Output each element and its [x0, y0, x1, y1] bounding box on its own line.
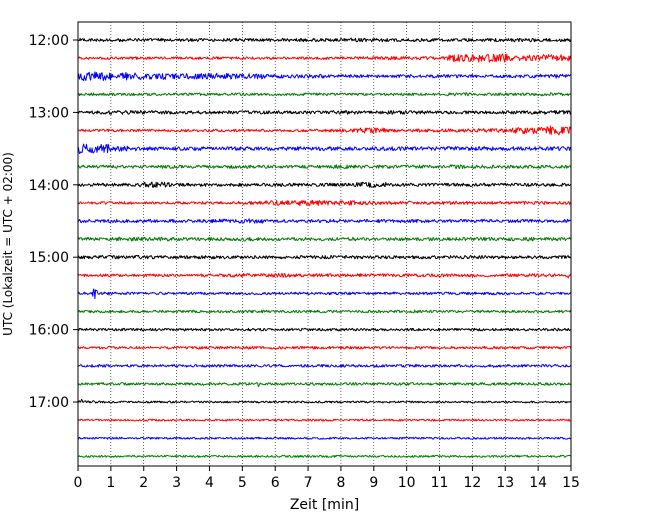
trace-row-1200 — [77, 37, 572, 43]
plot-frame — [77, 21, 572, 467]
trace-row-1430 — [77, 218, 572, 224]
y-axis: 12:00 13:00 14:00 15:00 16:00 17:00 — [29, 33, 78, 411]
trace-row-1415 — [77, 199, 572, 207]
x-tick-label: 13 — [496, 475, 514, 491]
trace-row-1645 — [77, 382, 572, 388]
trace-row-1245 — [77, 92, 572, 97]
y-axis-label: UTC (Lokalzeit = UTC + 02:00) — [1, 152, 15, 336]
trace-row-1300 — [77, 109, 572, 115]
x-tick-label: 3 — [172, 475, 181, 491]
x-tick-label: 11 — [431, 475, 449, 491]
x-tick-label: 1 — [106, 475, 115, 491]
trace-row-1530 — [77, 288, 572, 300]
y-tick-label: 15:00 — [29, 250, 69, 266]
x-tick-label: 12 — [463, 475, 481, 491]
x-tick-label: 14 — [529, 475, 547, 491]
y-tick-label: 14:00 — [29, 178, 69, 194]
x-tick-label: 2 — [139, 475, 148, 491]
trace-row-1230 — [77, 71, 572, 82]
x-tick-label: 6 — [271, 475, 280, 491]
x-tick-label: 7 — [304, 475, 313, 491]
trace-row-1700 — [77, 398, 572, 404]
y-tick-label: 17:00 — [29, 395, 69, 411]
x-tick-label: 8 — [336, 475, 345, 491]
y-tick-label: 13:00 — [29, 105, 69, 121]
y-tick-label: 12:00 — [29, 33, 69, 49]
trace-group — [77, 37, 572, 458]
x-tick-label: 4 — [205, 475, 214, 491]
trace-row-1715 — [77, 418, 572, 422]
x-axis: 0 1 2 3 4 5 6 7 8 9 10 11 12 13 14 15 — [74, 466, 580, 491]
trace-row-1330 — [77, 143, 572, 154]
x-tick-label: 0 — [74, 475, 83, 491]
y-tick-label: 16:00 — [29, 323, 69, 339]
grid-lines — [110, 22, 539, 466]
trace-row-1515 — [77, 272, 572, 279]
trace-row-1600 — [77, 327, 572, 332]
trace-row-1630 — [77, 364, 572, 368]
x-tick-label: 10 — [398, 475, 416, 491]
x-axis-label: Zeit [min] — [290, 497, 359, 513]
trace-row-1730 — [77, 436, 572, 440]
trace-row-1500 — [77, 254, 572, 260]
x-tick-label: 9 — [369, 475, 378, 491]
trace-row-1215 — [77, 53, 572, 63]
trace-row-1315 — [77, 125, 572, 136]
trace-row-1745 — [77, 454, 572, 458]
trace-row-1445 — [77, 236, 572, 242]
trace-row-1345 — [77, 164, 572, 170]
trace-row-1400 — [77, 181, 572, 188]
trace-row-1615 — [77, 345, 572, 350]
x-tick-label: 5 — [238, 475, 247, 491]
trace-row-1545 — [77, 309, 572, 314]
x-tick-label: 15 — [562, 475, 580, 491]
